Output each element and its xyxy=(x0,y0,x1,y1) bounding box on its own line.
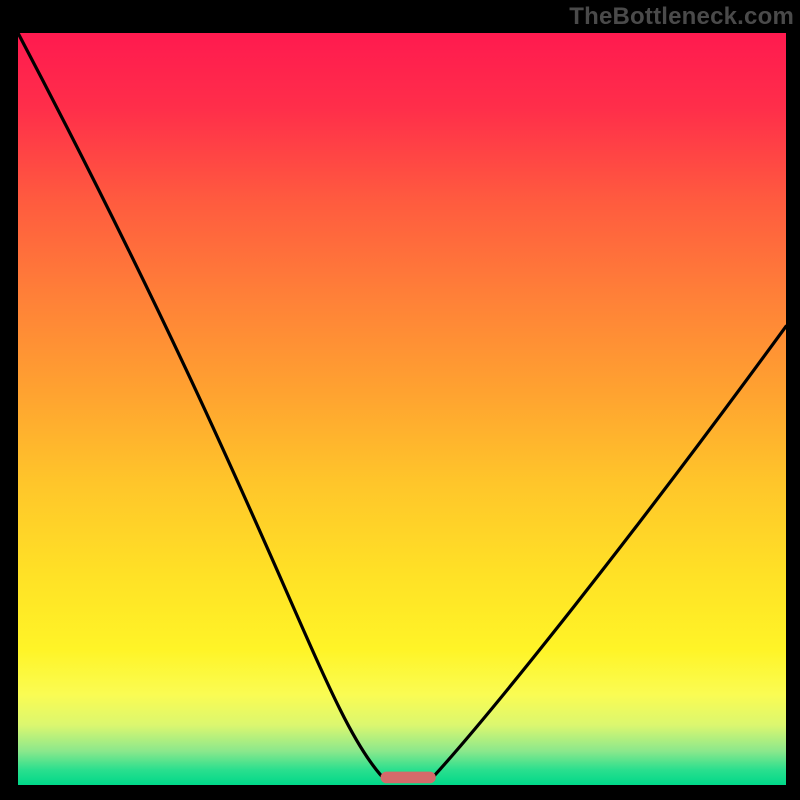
plot-area xyxy=(18,33,786,785)
bottleneck-chart xyxy=(0,0,800,800)
trough-marker xyxy=(380,772,435,784)
chart-container: TheBottleneck.com xyxy=(0,0,800,800)
